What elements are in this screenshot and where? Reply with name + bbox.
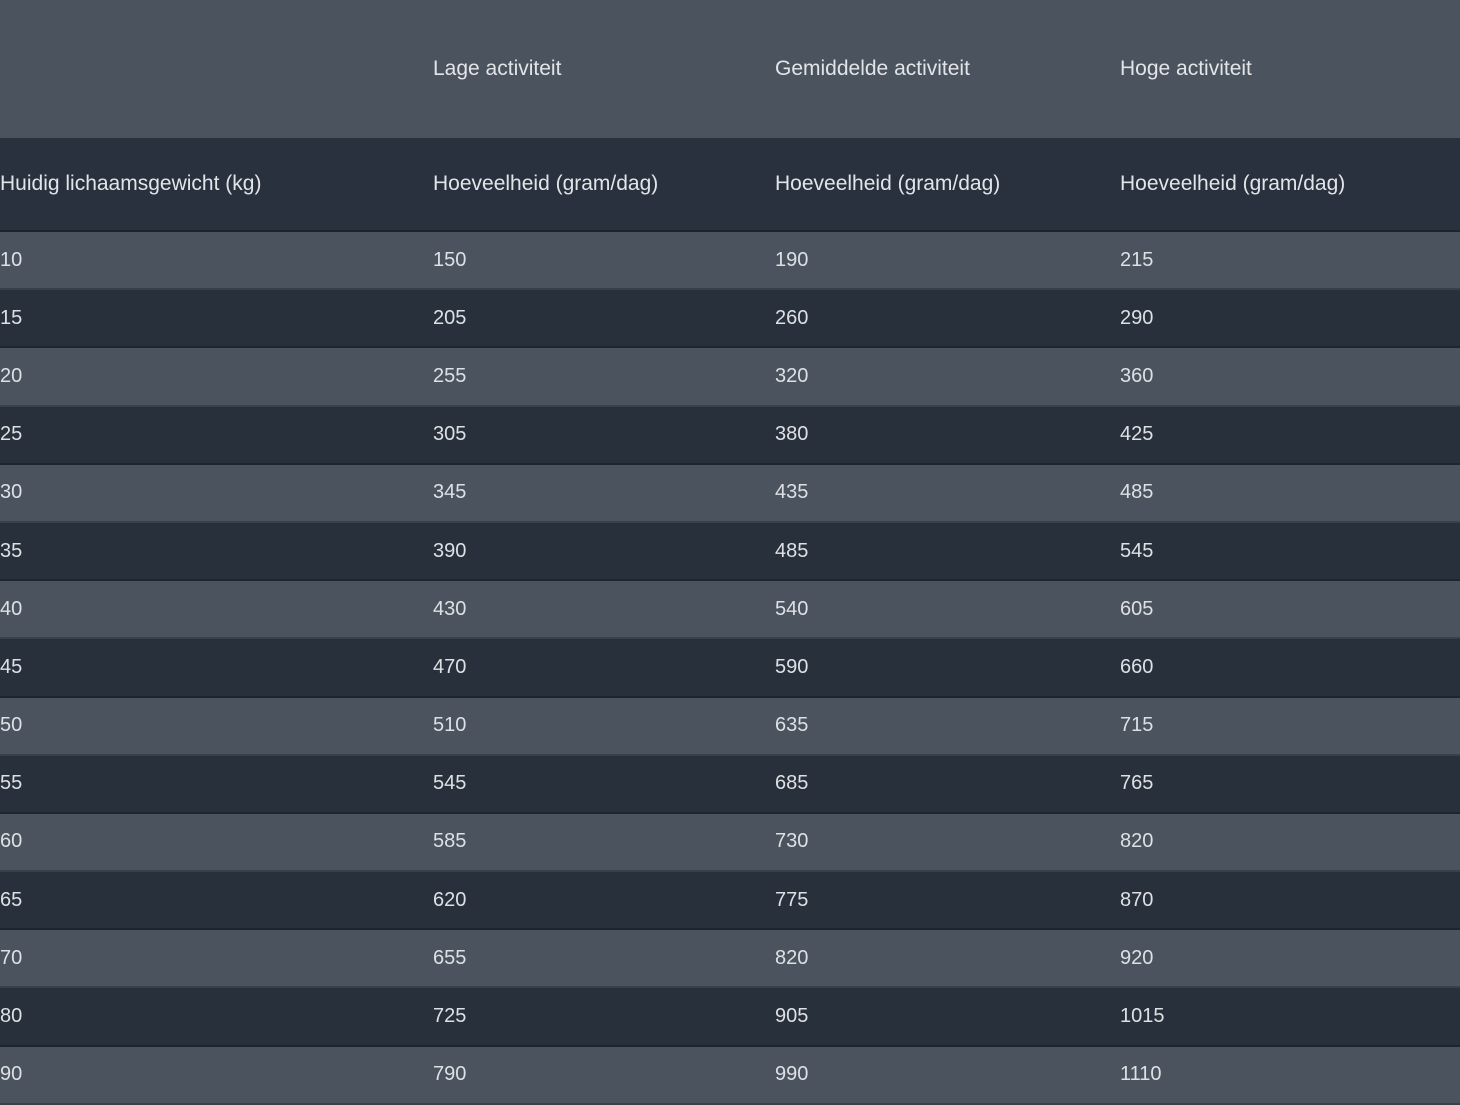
table-row: 90 790 990 1110 bbox=[0, 1046, 1460, 1105]
cell-amount-low: 510 bbox=[433, 714, 467, 737]
cell-amount-medium: 485 bbox=[775, 539, 809, 562]
table-row: 40 430 540 605 bbox=[0, 581, 1460, 640]
table-row: 10 150 190 215 bbox=[0, 232, 1460, 291]
table-row: 30 345 435 485 bbox=[0, 464, 1460, 523]
cell-amount-high: 215 bbox=[1120, 248, 1154, 271]
table-row: 15 205 260 290 bbox=[0, 290, 1460, 349]
cell-amount-medium: 540 bbox=[775, 597, 809, 620]
cell-amount-low: 390 bbox=[433, 539, 467, 562]
table-row: 35 390 485 545 bbox=[0, 522, 1460, 582]
cell-amount-low: 545 bbox=[433, 772, 467, 795]
cell-amount-low: 430 bbox=[433, 597, 467, 620]
cell-amount-low: 150 bbox=[433, 248, 467, 271]
cell-amount-low: 620 bbox=[433, 888, 467, 911]
cell-amount-low: 585 bbox=[433, 830, 467, 853]
table-row: 25 305 380 425 bbox=[0, 406, 1460, 465]
cell-amount-medium: 990 bbox=[775, 1063, 809, 1086]
cell-amount-medium: 590 bbox=[775, 655, 809, 678]
cell-amount-medium: 730 bbox=[775, 830, 809, 853]
cell-amount-medium: 775 bbox=[775, 888, 809, 911]
column-header-amount-low: Hoeveelheid (gram/dag) bbox=[433, 172, 659, 195]
cell-weight: 45 bbox=[0, 655, 23, 678]
cell-amount-medium: 635 bbox=[775, 714, 809, 737]
cell-amount-medium: 190 bbox=[775, 248, 809, 271]
cell-amount-low: 305 bbox=[433, 423, 467, 446]
table-row: 60 585 730 820 bbox=[0, 813, 1460, 873]
cell-weight: 90 bbox=[0, 1063, 23, 1086]
cell-weight: 70 bbox=[0, 946, 23, 969]
cell-weight: 60 bbox=[0, 830, 23, 853]
cell-weight: 35 bbox=[0, 539, 23, 562]
cell-amount-high: 660 bbox=[1120, 655, 1154, 678]
cell-amount-high: 425 bbox=[1120, 423, 1154, 446]
cell-amount-low: 725 bbox=[433, 1005, 467, 1028]
top-header-high-activity: Hoge activiteit bbox=[1120, 57, 1252, 80]
cell-amount-medium: 685 bbox=[775, 772, 809, 795]
cell-amount-medium: 380 bbox=[775, 423, 809, 446]
data-rows: 10 150 190 215 15 205 260 290 20 255 320 360 25 305 38… bbox=[0, 232, 1460, 1105]
cell-weight: 10 bbox=[0, 248, 23, 271]
cell-amount-high: 290 bbox=[1120, 306, 1154, 329]
cell-amount-medium: 820 bbox=[775, 946, 809, 969]
cell-amount-high: 485 bbox=[1120, 481, 1154, 504]
cell-amount-medium: 260 bbox=[775, 306, 809, 329]
table-row: 50 510 635 715 bbox=[0, 697, 1460, 756]
top-header-medium-activity: Gemiddelde activiteit bbox=[775, 57, 970, 80]
cell-amount-medium: 320 bbox=[775, 364, 809, 387]
cell-weight: 40 bbox=[0, 597, 23, 620]
cell-amount-high: 360 bbox=[1120, 364, 1154, 387]
table-row: 55 545 685 765 bbox=[0, 755, 1460, 814]
cell-weight: 55 bbox=[0, 772, 23, 795]
column-header-amount-high: Hoeveelheid (gram/dag) bbox=[1120, 172, 1346, 195]
column-header-row: Huidig lichaamsgewicht (kg) Hoeveelheid … bbox=[0, 138, 1460, 232]
table-row: 20 255 320 360 bbox=[0, 348, 1460, 407]
activity-group-header-row: Lage activiteit Gemiddelde activiteit Ho… bbox=[0, 0, 1460, 138]
column-header-amount-medium: Hoeveelheid (gram/dag) bbox=[775, 172, 1001, 195]
cell-amount-low: 255 bbox=[433, 364, 467, 387]
cell-amount-high: 765 bbox=[1120, 772, 1154, 795]
cell-amount-high: 1110 bbox=[1120, 1063, 1162, 1086]
table-row: 45 470 590 660 bbox=[0, 639, 1460, 698]
cell-weight: 30 bbox=[0, 481, 23, 504]
table-row: 70 655 820 920 bbox=[0, 930, 1460, 989]
cell-weight: 15 bbox=[0, 306, 23, 329]
table-row: 80 725 905 1015 bbox=[0, 988, 1460, 1047]
cell-amount-medium: 435 bbox=[775, 481, 809, 504]
cell-weight: 80 bbox=[0, 1005, 23, 1028]
cell-amount-low: 790 bbox=[433, 1063, 467, 1086]
cell-weight: 50 bbox=[0, 714, 23, 737]
cell-amount-low: 470 bbox=[433, 655, 467, 678]
cell-amount-high: 715 bbox=[1120, 714, 1154, 737]
cell-amount-high: 920 bbox=[1120, 946, 1154, 969]
cell-amount-high: 870 bbox=[1120, 888, 1154, 911]
cell-amount-high: 820 bbox=[1120, 830, 1154, 853]
cell-amount-high: 545 bbox=[1120, 539, 1154, 562]
column-header-weight: Huidig lichaamsgewicht (kg) bbox=[0, 172, 262, 195]
cell-weight: 25 bbox=[0, 423, 23, 446]
cell-weight: 20 bbox=[0, 364, 23, 387]
cell-amount-high: 605 bbox=[1120, 597, 1154, 620]
top-header-low-activity: Lage activiteit bbox=[433, 57, 562, 80]
cell-amount-low: 655 bbox=[433, 946, 467, 969]
table-row: 65 620 775 870 bbox=[0, 872, 1460, 931]
cell-amount-low: 205 bbox=[433, 306, 467, 329]
cell-amount-medium: 905 bbox=[775, 1005, 809, 1028]
cell-amount-high: 1015 bbox=[1120, 1005, 1165, 1028]
cell-amount-low: 345 bbox=[433, 481, 467, 504]
cell-weight: 65 bbox=[0, 888, 23, 911]
